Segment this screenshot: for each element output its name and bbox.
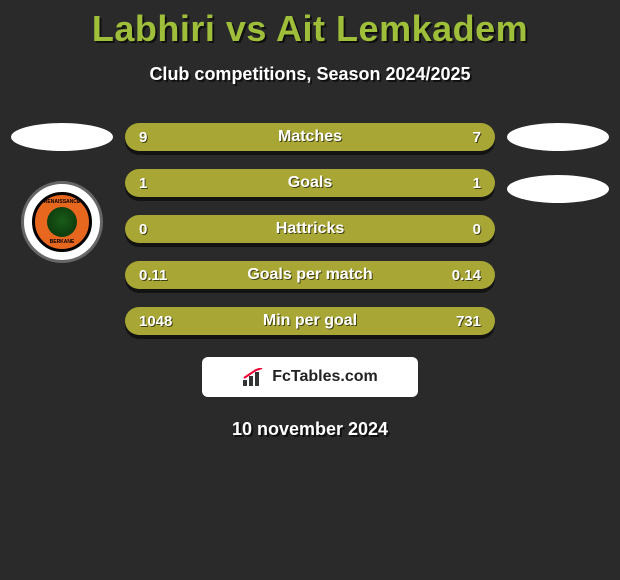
stat-left-value: 1048 — [139, 313, 172, 330]
stat-right-value: 731 — [456, 313, 481, 330]
badge-inner: RENAISSANCE BERKANE — [32, 192, 92, 252]
stat-label: Min per goal — [263, 312, 357, 330]
comparison-panel: RENAISSANCE BERKANE 9 Matches 7 1 Goals … — [0, 123, 620, 335]
brand-chart-icon — [242, 368, 266, 386]
stat-left-value: 1 — [139, 175, 147, 192]
stat-right-value: 7 — [473, 129, 481, 146]
stat-label: Hattricks — [276, 220, 344, 238]
stat-row-matches: 9 Matches 7 — [125, 123, 495, 151]
right-player-ellipse — [507, 123, 609, 151]
badge-center-icon — [47, 207, 77, 237]
stat-left-value: 0.11 — [139, 267, 167, 284]
stat-row-goals: 1 Goals 1 — [125, 169, 495, 197]
left-club-badge: RENAISSANCE BERKANE — [21, 181, 103, 263]
left-player-col: RENAISSANCE BERKANE — [7, 123, 117, 263]
subtitle: Club competitions, Season 2024/2025 — [0, 64, 620, 85]
right-player-col — [503, 123, 613, 203]
stat-label: Goals — [288, 174, 332, 192]
stat-left-value: 0 — [139, 221, 147, 238]
stat-label: Matches — [278, 128, 342, 146]
date-text: 10 november 2024 — [0, 419, 620, 440]
stat-right-value: 0.14 — [452, 267, 481, 284]
stat-label: Goals per match — [247, 266, 372, 284]
page-title: Labhiri vs Ait Lemkadem — [0, 0, 620, 50]
brand-box[interactable]: FcTables.com — [202, 357, 418, 397]
brand-text: FcTables.com — [272, 368, 378, 386]
left-player-ellipse — [11, 123, 113, 151]
stat-right-value: 0 — [473, 221, 481, 238]
stat-row-hattricks: 0 Hattricks 0 — [125, 215, 495, 243]
right-club-ellipse — [507, 175, 609, 203]
stat-bars: 9 Matches 7 1 Goals 1 0 Hattricks 0 0.11… — [125, 123, 495, 335]
stat-row-gpm: 0.11 Goals per match 0.14 — [125, 261, 495, 289]
stat-right-value: 1 — [473, 175, 481, 192]
stat-left-value: 9 — [139, 129, 147, 146]
stat-row-mpg: 1048 Min per goal 731 — [125, 307, 495, 335]
